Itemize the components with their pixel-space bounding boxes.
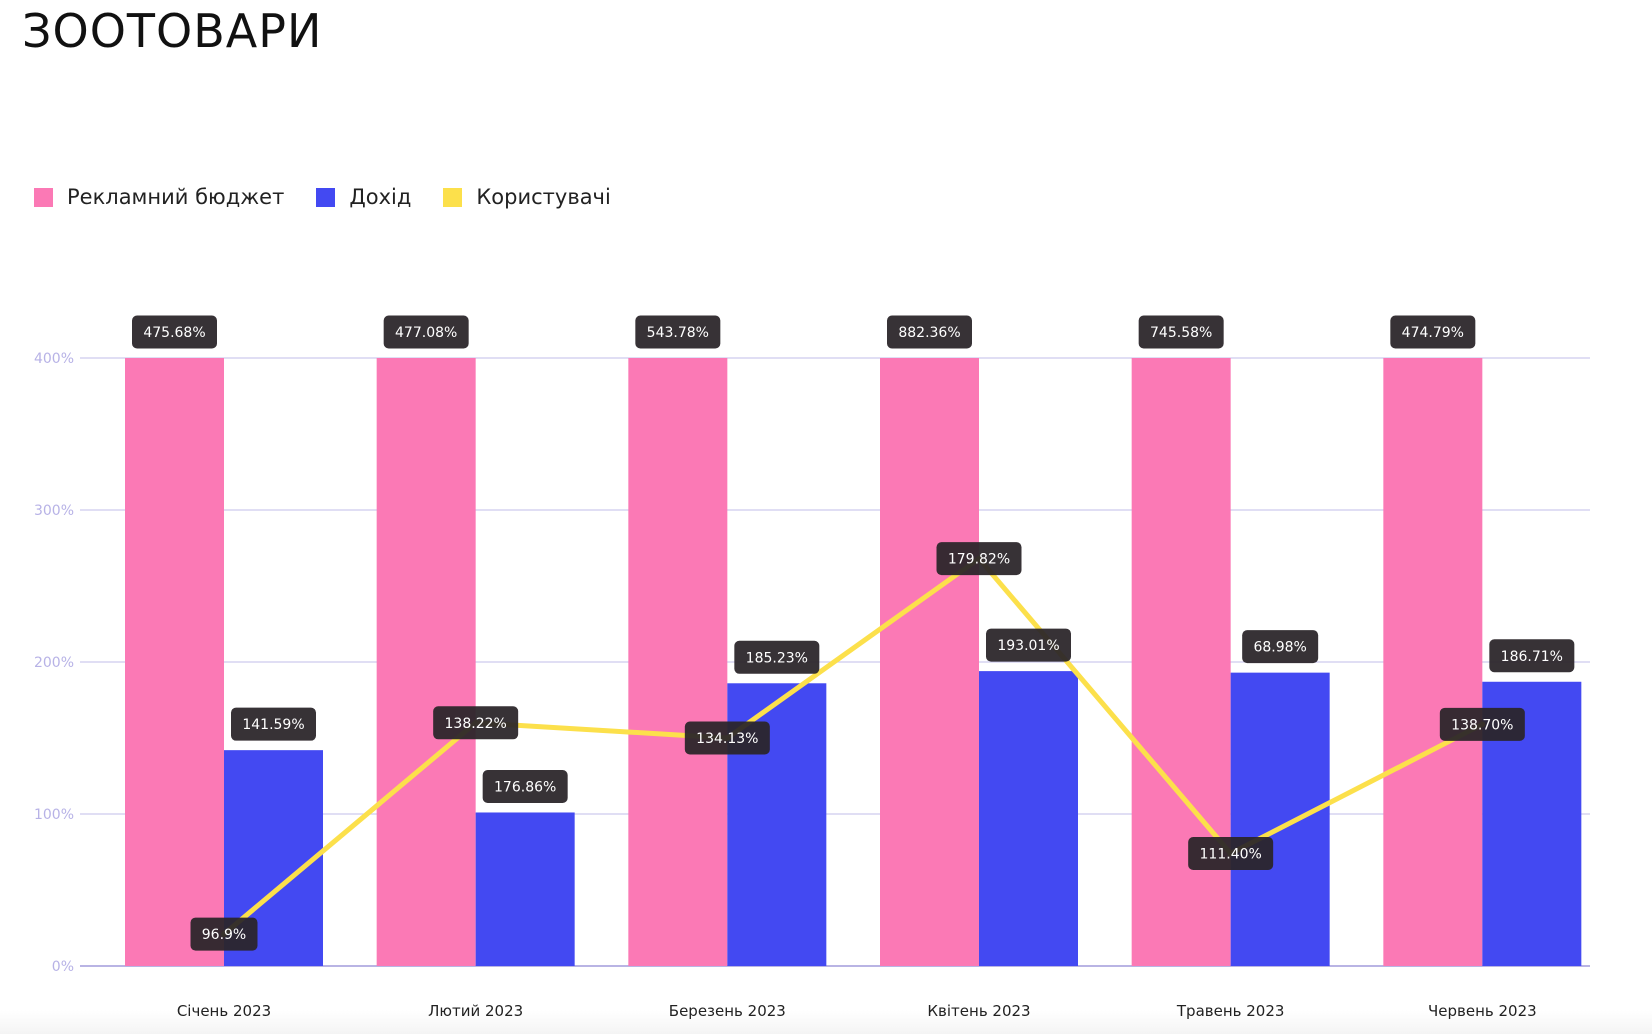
legend-swatch-ad-budget (34, 187, 53, 207)
chart-legend: Рекламний бюджет Дохід Користувачі (34, 185, 611, 209)
data-label-revenue-bg (734, 640, 820, 674)
x-tick-label: Червень 2023 (1428, 1002, 1537, 1020)
data-label-ad-budget: 543.78% (647, 325, 709, 341)
data-label-revenue-bg (231, 707, 316, 741)
data-label-revenue-bg (1242, 630, 1319, 664)
y-tick-label: 0% (52, 959, 74, 975)
x-tick-label: Січень 2023 (177, 1002, 271, 1020)
data-label-revenue: 193.01% (997, 638, 1059, 654)
bar-ad-budget[interactable] (1383, 358, 1483, 966)
data-label-ad-budget-bg (635, 315, 721, 349)
bar-revenue[interactable] (475, 812, 575, 966)
legend-label-ad-budget: Рекламний бюджет (67, 185, 285, 209)
y-tick-label: 100% (34, 807, 74, 823)
data-label-users-bg (1439, 707, 1525, 741)
data-label-revenue: 185.23% (746, 650, 808, 666)
legend-label-revenue: Дохід (349, 185, 412, 209)
data-label-ad-budget: 474.79% (1402, 325, 1464, 341)
legend-item-users[interactable]: Користувачі (443, 185, 611, 209)
bar-revenue[interactable] (1230, 672, 1330, 966)
data-label-users-bg (190, 917, 258, 951)
data-label-users: 179.82% (948, 552, 1010, 568)
data-label-revenue: 176.86% (494, 779, 556, 795)
data-label-ad-budget: 477.08% (395, 325, 457, 341)
data-label-revenue: 141.59% (242, 717, 304, 733)
data-label-users-bg (936, 542, 1022, 576)
data-label-users: 96.9% (202, 927, 246, 943)
legend-swatch-users (443, 187, 463, 207)
data-label-revenue: 68.98% (1253, 640, 1306, 656)
data-label-ad-budget: 882.36% (898, 325, 960, 341)
page-title: ЗООТОВАРИ (22, 4, 323, 58)
bar-revenue[interactable] (979, 671, 1078, 966)
legend-item-revenue[interactable]: Дохід (316, 185, 411, 209)
bar-ad-budget[interactable] (376, 358, 476, 966)
data-label-users: 138.22% (445, 716, 507, 732)
legend-item-ad-budget[interactable]: Рекламний бюджет (34, 185, 284, 209)
bar-ad-budget[interactable] (1131, 358, 1231, 966)
y-tick-label: 200% (34, 655, 74, 671)
x-tick-label: Березень 2023 (669, 1002, 786, 1020)
data-label-users: 111.40% (1200, 847, 1262, 863)
bar-ad-budget[interactable] (125, 358, 224, 966)
bar-ad-budget[interactable] (880, 358, 979, 966)
data-label-revenue-bg (986, 628, 1071, 662)
legend-label-users: Користувачі (476, 185, 611, 209)
data-label-revenue-bg (1489, 639, 1575, 673)
data-label-users-bg (1188, 837, 1274, 871)
y-tick-label: 400% (34, 351, 74, 367)
data-label-ad-budget: 475.68% (143, 325, 205, 341)
data-label-ad-budget: 745.58% (1150, 325, 1212, 341)
data-label-revenue: 186.71% (1501, 649, 1563, 665)
data-label-revenue-bg (482, 769, 568, 803)
data-label-users: 138.70% (1451, 717, 1513, 733)
data-label-users-bg (433, 706, 519, 740)
data-label-users-bg (684, 721, 770, 755)
x-tick-label: Травень 2023 (1176, 1002, 1285, 1020)
data-label-ad-budget-bg (1138, 315, 1224, 349)
data-label-ad-budget-bg (887, 315, 972, 349)
x-tick-label: Лютий 2023 (428, 1002, 523, 1020)
y-tick-label: 300% (34, 503, 74, 519)
line-users[interactable] (221, 556, 1485, 937)
data-label-ad-budget-bg (132, 315, 217, 349)
data-label-ad-budget-bg (383, 315, 469, 349)
bar-ad-budget[interactable] (628, 358, 728, 966)
data-label-users: 134.13% (696, 731, 758, 747)
x-tick-label: Квітень 2023 (927, 1002, 1030, 1020)
data-label-ad-budget-bg (1390, 315, 1476, 349)
legend-swatch-revenue (316, 187, 336, 207)
